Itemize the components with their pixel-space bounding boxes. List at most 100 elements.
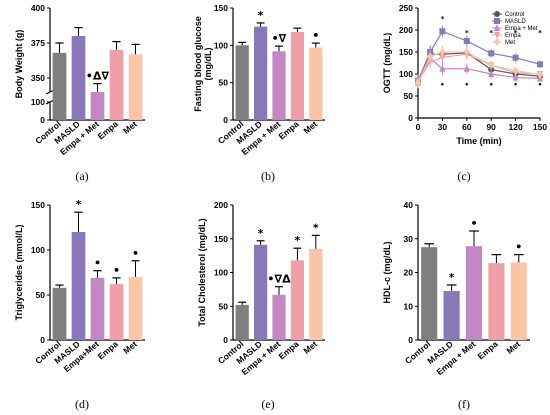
legend-marker — [494, 38, 500, 46]
bar-empa — [290, 31, 305, 120]
y-tick-label: 50 — [36, 290, 46, 300]
y-tick-label: 250 — [399, 3, 413, 13]
bar-control — [235, 45, 249, 121]
chart-panel-4: 050100150Control*MASLD•Empa+Met•Empa•Met… — [14, 198, 145, 411]
chart-panel-3: 0 50 100 150 200 250 0 30 60 90 120 150 * • * • * • * • * • Co… — [382, 3, 547, 183]
bar-control — [52, 287, 67, 340]
bar-empa-met — [272, 294, 286, 340]
panel-label: (b) — [261, 169, 275, 183]
series-line — [417, 57, 541, 84]
significance-mark: * — [538, 29, 542, 37]
legend-label: MASLD — [505, 19, 526, 25]
y-axis-label: OGTT (mg/dL) — [382, 33, 392, 94]
y-tick-label: 50 — [404, 91, 414, 101]
y-tick-label: 150 — [399, 47, 413, 57]
x-tick-label: Met — [121, 119, 139, 136]
y-tick-label: 30 — [404, 234, 414, 244]
x-tick-label: Empa — [277, 339, 301, 362]
legend-label: Empa + Met — [505, 26, 538, 32]
y-axis-label: (mg/dL) — [203, 48, 213, 81]
data-point — [512, 54, 519, 61]
legend-label: Met — [505, 40, 515, 46]
y-tick-label: 100 — [214, 40, 228, 50]
significance-mark: * — [441, 15, 445, 23]
significance-mark: • — [465, 81, 469, 89]
legend-marker — [494, 32, 500, 39]
y-tick-label: 200 — [399, 25, 413, 35]
bar-empa-met — [90, 92, 105, 120]
x-tick-label: Met — [121, 339, 139, 356]
significance-mark: • — [440, 81, 444, 89]
significance-mark: * — [295, 234, 301, 247]
x-tick-label: Met — [301, 119, 319, 136]
data-point — [415, 78, 421, 87]
x-tick-label: Met — [504, 339, 522, 356]
legend-label: Control — [505, 12, 524, 18]
significance-mark: • — [113, 264, 120, 277]
bar-empa — [488, 263, 505, 340]
data-point — [463, 48, 470, 56]
x-tick-label: Empa — [96, 119, 120, 142]
significance-mark: •Δ∇ — [86, 70, 110, 83]
data-point — [488, 50, 495, 57]
bar-control — [421, 247, 438, 340]
y-tick-label: 150 — [214, 234, 228, 244]
bar-empa — [109, 50, 124, 120]
series-met — [415, 45, 543, 89]
data-point — [427, 52, 434, 61]
significance-mark: * — [76, 198, 82, 211]
x-tick-label: 60 — [462, 122, 472, 132]
significance-mark: • — [312, 29, 319, 42]
legend-marker — [494, 18, 500, 24]
data-point — [488, 70, 495, 77]
legend-marker — [494, 24, 500, 31]
x-tick-label: 120 — [509, 122, 523, 132]
y-tick-label: 20 — [404, 268, 414, 278]
data-point — [463, 38, 470, 44]
bar-met — [309, 47, 323, 120]
significance-mark: • — [489, 81, 493, 89]
x-tick-label: Empa — [277, 119, 301, 142]
bar-met — [128, 54, 143, 121]
bar-empa — [290, 260, 305, 340]
x-tick-label: 30 — [438, 122, 448, 132]
y-tick-label: 100 — [31, 245, 45, 255]
y-tick-label: 150 — [31, 200, 45, 210]
y-tick-label: 100 — [214, 268, 228, 278]
bar-masld — [253, 26, 268, 121]
significance-mark: • — [470, 217, 477, 230]
x-axis-label: Time (min) — [456, 136, 501, 146]
y-tick-label: 0 — [223, 335, 228, 345]
panel-label: (d) — [75, 397, 89, 411]
y-tick-label: 50 — [219, 301, 229, 311]
x-tick-label: 0 — [416, 122, 421, 132]
significance-mark: •∇ — [272, 32, 287, 45]
bar-empa-met — [90, 277, 105, 340]
y-axis-label: HDL-c (mg/dL) — [382, 242, 392, 304]
bar-control — [235, 304, 249, 340]
y-tick-label: 375 — [31, 38, 45, 48]
panel-label: (a) — [75, 169, 88, 183]
significance-mark: * — [514, 29, 518, 37]
x-tick-label: 150 — [533, 122, 547, 132]
data-point — [488, 61, 495, 70]
significance-mark: •∇Δ — [267, 273, 291, 286]
bar-masld — [443, 291, 460, 340]
y-axis-label: Fasting blood glucose — [193, 16, 203, 112]
y-tick-label: 400 — [31, 3, 45, 13]
y-tick-label: 0 — [223, 115, 228, 125]
bar-empa-met — [465, 246, 483, 340]
bar-masld — [71, 232, 86, 340]
y-tick-label: 100 — [399, 69, 413, 79]
bar-met — [510, 262, 527, 340]
y-axis-label: Total Cholesterol (mg/dL) — [197, 218, 207, 326]
bar-empa — [109, 284, 124, 340]
significance-mark: • — [132, 247, 139, 260]
significance-mark: • — [538, 81, 542, 89]
y-tick-label: 50 — [219, 78, 229, 88]
x-tick-label: 90 — [486, 122, 496, 132]
significance-mark: * — [258, 9, 264, 22]
